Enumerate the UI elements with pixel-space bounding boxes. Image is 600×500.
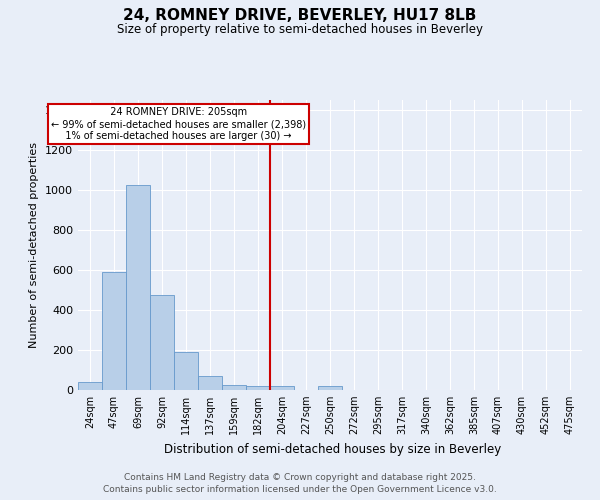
Bar bbox=[198, 376, 222, 390]
Text: Contains HM Land Registry data © Crown copyright and database right 2025.: Contains HM Land Registry data © Crown c… bbox=[124, 472, 476, 482]
Text: Size of property relative to semi-detached houses in Beverley: Size of property relative to semi-detach… bbox=[117, 22, 483, 36]
Bar bbox=[270, 386, 294, 390]
Bar bbox=[150, 295, 174, 390]
Bar bbox=[102, 272, 126, 390]
Bar bbox=[126, 185, 150, 390]
Text: Distribution of semi-detached houses by size in Beverley: Distribution of semi-detached houses by … bbox=[164, 442, 502, 456]
Bar bbox=[318, 386, 342, 390]
Y-axis label: Number of semi-detached properties: Number of semi-detached properties bbox=[29, 142, 40, 348]
Text: Contains public sector information licensed under the Open Government Licence v3: Contains public sector information licen… bbox=[103, 485, 497, 494]
Bar bbox=[174, 352, 198, 390]
Bar bbox=[78, 382, 102, 390]
Text: 24 ROMNEY DRIVE: 205sqm  
← 99% of semi-detached houses are smaller (2,398)
   1: 24 ROMNEY DRIVE: 205sqm ← 99% of semi-de… bbox=[51, 108, 307, 140]
Bar bbox=[222, 385, 246, 390]
Text: 24, ROMNEY DRIVE, BEVERLEY, HU17 8LB: 24, ROMNEY DRIVE, BEVERLEY, HU17 8LB bbox=[124, 8, 476, 22]
Bar bbox=[246, 386, 270, 390]
